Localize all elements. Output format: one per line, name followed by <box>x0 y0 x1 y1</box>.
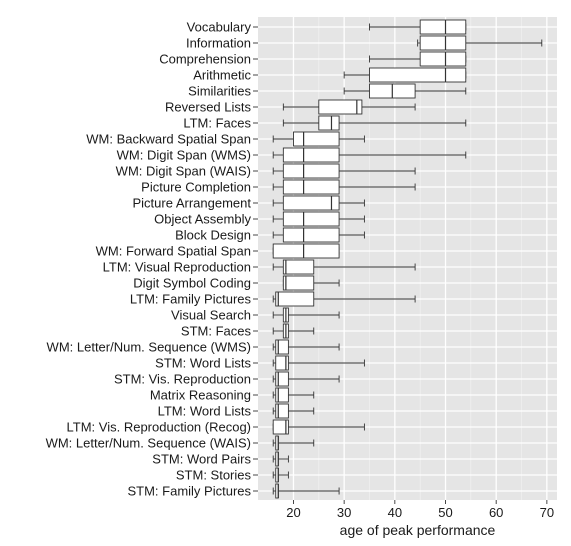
box-iqr <box>419 19 467 35</box>
category-label: Reversed Lists <box>165 100 251 115</box>
box-iqr <box>282 211 340 227</box>
box-item <box>272 419 365 435</box>
category-label: Similarities <box>188 84 251 99</box>
category-label: Digit Symbol Coding <box>133 276 251 291</box>
x-tick-label: 20 <box>286 505 300 520</box>
box-item <box>272 131 365 147</box>
box-iqr <box>419 35 467 51</box>
category-label: LTM: Word Lists <box>158 404 252 419</box>
box-iqr <box>282 195 340 211</box>
category-label: Comprehension <box>159 52 251 67</box>
box-iqr <box>282 163 340 179</box>
box-item <box>282 99 416 115</box>
box-item <box>272 227 365 243</box>
x-tick-label: 70 <box>540 505 554 520</box>
box-item <box>369 19 467 35</box>
x-tick-label: 50 <box>438 505 452 520</box>
box-iqr <box>282 227 340 243</box>
x-axis-title: age of peak performance <box>340 522 496 538</box>
category-label: STM: Family Pictures <box>127 484 251 499</box>
box-iqr <box>369 67 467 83</box>
category-label: Arithmetic <box>193 68 251 83</box>
box-item <box>272 147 467 163</box>
box-item <box>417 35 543 51</box>
box-iqr <box>275 291 315 307</box>
category-label: STM: Stories <box>176 468 252 483</box>
category-label: Information <box>186 36 251 51</box>
box-iqr <box>318 99 363 115</box>
category-label: LTM: Visual Reproduction <box>103 260 251 275</box>
box-item <box>272 451 289 467</box>
box-iqr <box>275 371 289 387</box>
box-item <box>282 115 467 131</box>
category-label: LTM: Family Pictures <box>130 292 252 307</box>
box-item <box>272 339 340 355</box>
category-label: WM: Backward Spatial Span <box>86 132 251 147</box>
box-item <box>272 179 416 195</box>
x-axis: 20 30 40 50 60 70 <box>286 500 554 520</box>
category-label: WM: Letter/Num. Sequence (WMS) <box>47 340 251 355</box>
category-label: STM: Word Lists <box>155 356 251 371</box>
box-item <box>272 307 340 323</box>
category-label: Block Design <box>175 228 251 243</box>
category-label: WM: Letter/Num. Sequence (WAIS) <box>46 436 251 451</box>
box-item <box>343 83 467 99</box>
box-iqr <box>282 179 340 195</box>
category-label: STM: Vis. Reproduction <box>114 372 251 387</box>
box-item <box>282 275 340 291</box>
box-item <box>272 211 365 227</box>
category-label: Visual Search <box>171 308 251 323</box>
box-iqr <box>282 259 315 275</box>
category-labels: VocabularyInformationComprehensionArithm… <box>46 20 258 499</box>
category-label: LTM: Vis. Reproduction (Recog) <box>67 420 251 435</box>
box-iqr <box>275 387 289 403</box>
box-item <box>272 387 315 403</box>
box-iqr <box>318 115 340 131</box>
category-label: LTM: Faces <box>183 116 251 131</box>
box-item <box>272 355 365 371</box>
category-label: Picture Completion <box>141 180 251 195</box>
box-iqr <box>275 403 289 419</box>
category-label: WM: Forward Spatial Span <box>96 244 251 259</box>
boxes-group <box>272 19 543 499</box>
box-iqr <box>272 243 340 259</box>
box-item <box>343 67 467 83</box>
box-iqr <box>293 131 340 147</box>
category-label: Vocabulary <box>187 20 252 35</box>
box-iqr <box>282 147 340 163</box>
box-iqr <box>419 51 467 67</box>
box-item <box>272 483 340 499</box>
box-item <box>272 435 315 451</box>
box-iqr <box>282 275 315 291</box>
category-label: STM: Faces <box>181 324 252 339</box>
box-iqr <box>275 339 289 355</box>
category-label: Matrix Reasoning <box>150 388 251 403</box>
box-item <box>272 403 315 419</box>
box-item <box>272 243 340 259</box>
x-tick-label: 40 <box>388 505 402 520</box>
box-item <box>272 323 315 339</box>
box-item <box>272 163 416 179</box>
x-tick-label: 60 <box>489 505 503 520</box>
x-tick-label: 30 <box>337 505 351 520</box>
box-item <box>272 291 416 307</box>
category-label: WM: Digit Span (WMS) <box>117 148 251 163</box>
box-item <box>272 259 416 275</box>
box-iqr <box>272 419 289 435</box>
category-label: Picture Arrangement <box>132 196 251 211</box>
box-item <box>272 195 365 211</box>
category-label: WM: Digit Span (WAIS) <box>116 164 251 179</box>
category-label: Object Assembly <box>154 212 251 227</box>
category-label: STM: Word Pairs <box>152 452 251 467</box>
box-item <box>369 51 467 67</box>
box-iqr <box>275 355 289 371</box>
box-item <box>272 371 340 387</box>
box-item <box>272 467 289 483</box>
